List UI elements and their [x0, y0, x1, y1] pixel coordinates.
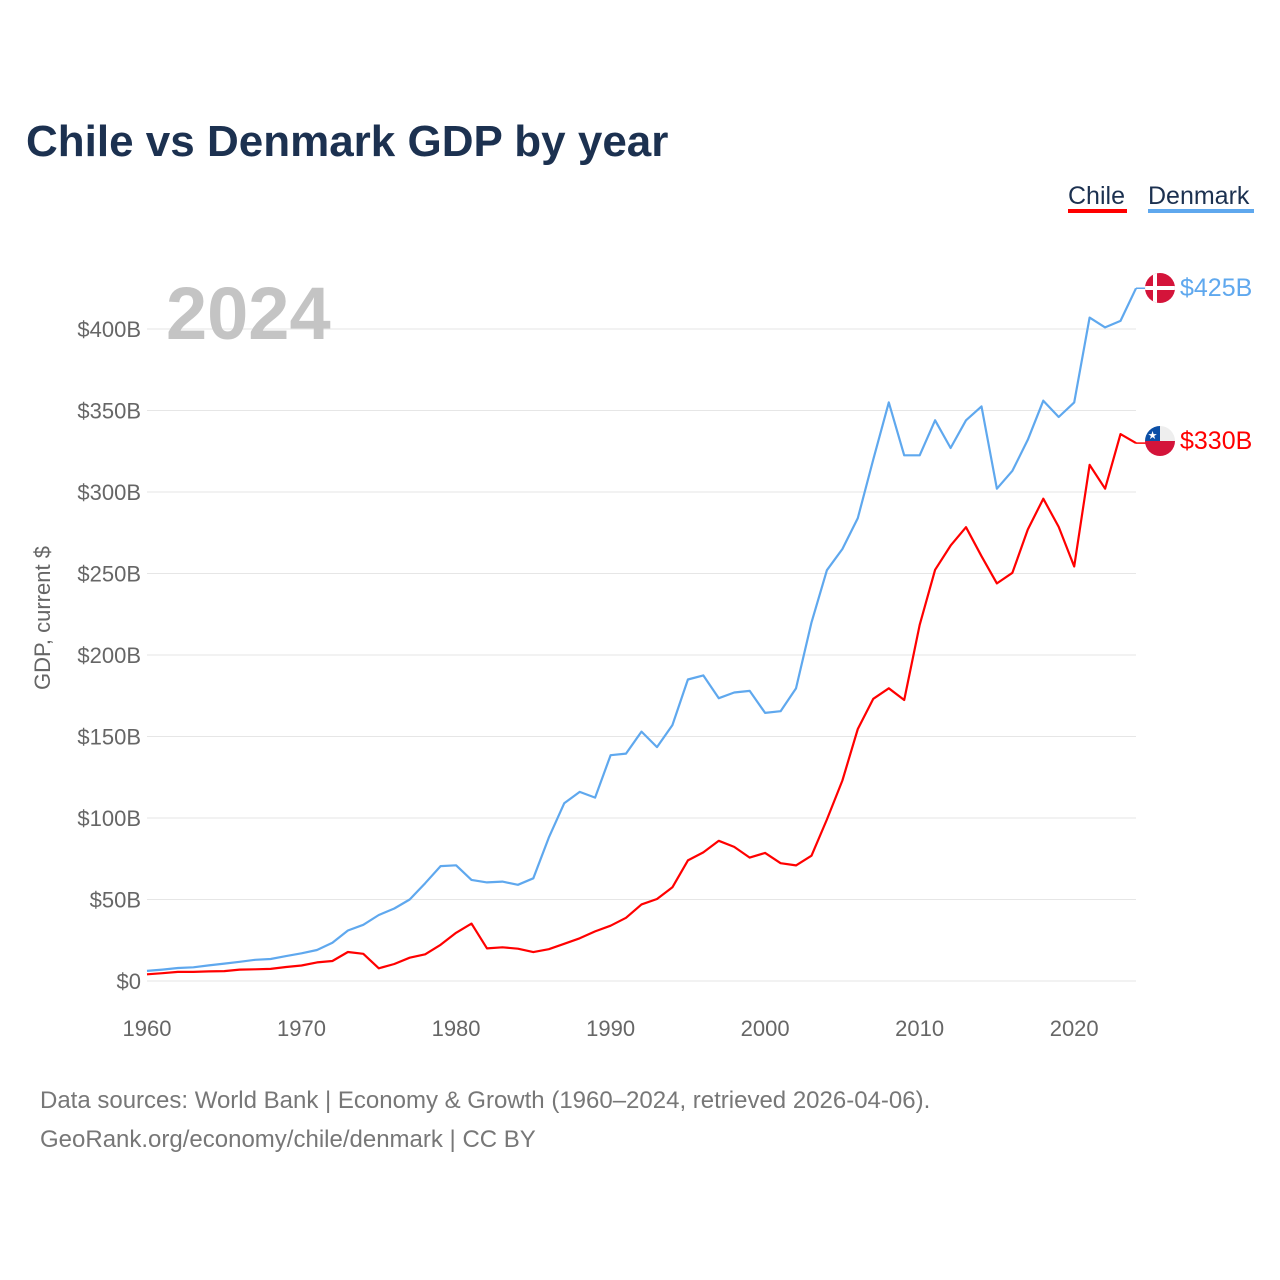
- svg-text:★: ★: [1148, 429, 1158, 442]
- x-tick-label: 1990: [586, 1016, 635, 1041]
- denmark-end-value: $425B: [1180, 274, 1252, 302]
- data-points-denmark: [146, 288, 1137, 971]
- y-tick-label: $200B: [77, 643, 141, 668]
- chile-flag-icon: ★: [1145, 426, 1175, 456]
- x-tick-label: 2000: [741, 1016, 790, 1041]
- y-tick-label: $100B: [77, 806, 141, 831]
- x-tick-label: 2010: [895, 1016, 944, 1041]
- y-tick-label: $300B: [77, 480, 141, 505]
- series-lines: [146, 287, 1146, 976]
- x-tick-label: 1980: [432, 1016, 481, 1041]
- y-tick-label: $0: [117, 969, 141, 994]
- series-line-chile: [146, 433, 1137, 976]
- y-tick-label: $400B: [77, 317, 141, 342]
- y-tick-label: $350B: [77, 399, 141, 424]
- x-tick-label: 2020: [1050, 1016, 1099, 1041]
- x-axis-ticks: 1960 1970 1980 1990 2000 2010 2020: [123, 1016, 1099, 1041]
- y-tick-label: $50B: [90, 888, 141, 913]
- x-tick-label: 1960: [123, 1016, 172, 1041]
- series-line-denmark: [146, 287, 1137, 972]
- chile-end-value: $330B: [1180, 427, 1252, 455]
- gridlines: [147, 328, 1136, 982]
- y-tick-label: $250B: [77, 562, 141, 587]
- legend-swatch-chile: [1068, 209, 1127, 213]
- legend-entry-denmark[interactable]: Denmark: [1148, 182, 1250, 210]
- legend-entry-chile[interactable]: Chile: [1068, 182, 1125, 210]
- chart-title: Chile vs Denmark GDP by year: [26, 117, 668, 166]
- denmark-flag-icon: [1145, 273, 1175, 303]
- y-axis-ticks: $0 $50B $100B $150B $200B $250B $300B $350B $400…: [77, 317, 141, 994]
- x-tick-label: 1970: [277, 1016, 326, 1041]
- current-year-label: 2024: [166, 272, 331, 355]
- legend: Chile Denmark: [1068, 182, 1254, 213]
- data-points-chile: [146, 434, 1137, 975]
- legend-swatch-denmark: [1148, 209, 1254, 213]
- footer-attribution[interactable]: GeoRank.org/economy/chile/denmark | CC B…: [40, 1126, 536, 1153]
- footer-sources: Data sources: World Bank | Economy & Gro…: [40, 1087, 930, 1114]
- y-axis-label: GDP, current $: [30, 546, 55, 690]
- y-tick-label: $150B: [77, 725, 141, 750]
